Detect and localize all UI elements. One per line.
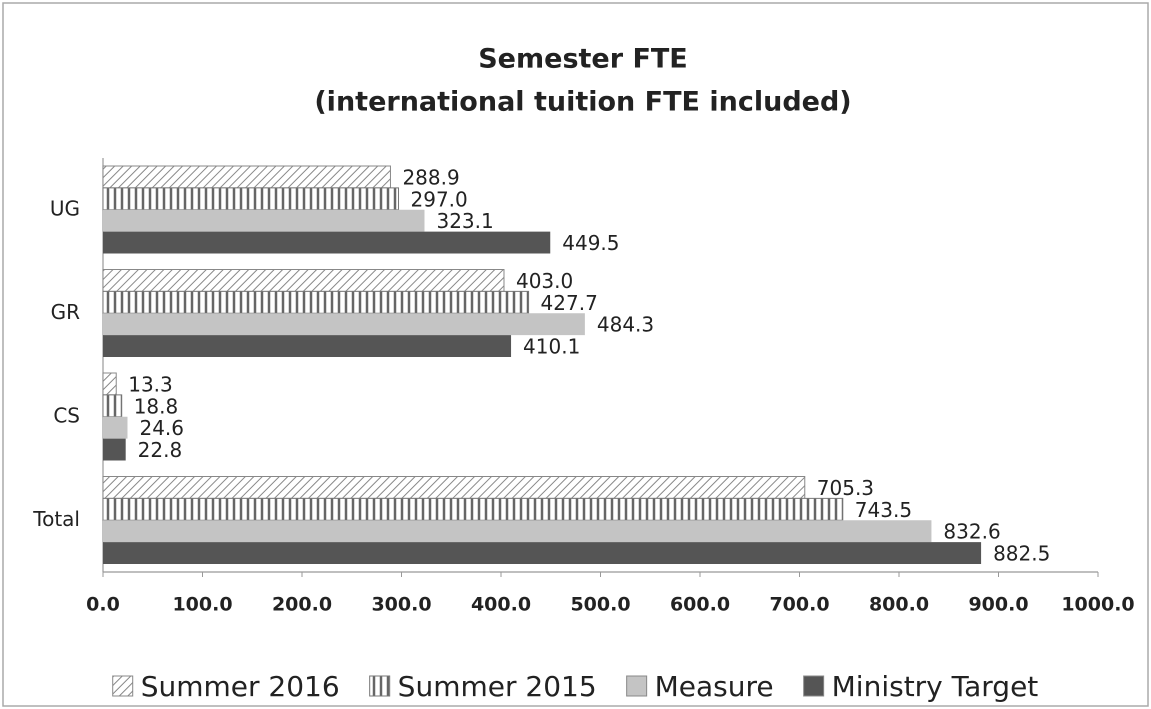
data-label: 297.0: [411, 187, 468, 211]
x-tick-label: 300.0: [371, 594, 431, 616]
data-label: 13.3: [128, 372, 173, 396]
x-tick-label: 0.0: [86, 594, 120, 616]
data-label: 882.5: [993, 542, 1050, 566]
data-label: 323.1: [436, 209, 493, 233]
data-label: 484.3: [597, 313, 654, 337]
x-tick-label: 800.0: [869, 594, 929, 616]
data-label: 24.6: [139, 416, 184, 440]
data-label: 832.6: [943, 520, 1000, 544]
y-tick-label: CS: [53, 403, 80, 427]
bar: [102, 269, 505, 292]
data-label: 410.1: [523, 335, 580, 359]
bar: [102, 497, 844, 521]
bar: [103, 416, 128, 439]
bar: [103, 231, 551, 254]
bar: [103, 209, 425, 232]
legend-swatch: [369, 675, 391, 697]
legend-swatch: [112, 675, 134, 697]
chart-title: (international tuition FTE included): [314, 87, 851, 118]
x-tick-label: 700.0: [769, 594, 829, 616]
legend-label: Measure: [655, 670, 774, 703]
x-tick-label: 100.0: [172, 594, 232, 616]
bar: [103, 520, 932, 543]
legend-label: Ministry Target: [832, 670, 1039, 703]
legend-label: Summer 2016: [141, 670, 340, 703]
bar: [103, 335, 512, 357]
data-label: 449.5: [562, 231, 619, 255]
bar: [102, 165, 391, 189]
bar: [102, 372, 117, 396]
bar: [103, 313, 585, 336]
bar: [102, 187, 400, 211]
y-tick-label: Total: [32, 507, 80, 531]
bar: [103, 438, 126, 461]
legend-swatch: [803, 675, 825, 697]
legend-label: Summer 2015: [398, 670, 597, 703]
bar: [102, 476, 806, 499]
data-label: 18.8: [134, 394, 179, 418]
data-label: 288.9: [402, 165, 459, 189]
y-tick-label: GR: [51, 300, 80, 324]
bar: [103, 542, 982, 564]
data-label: 22.8: [138, 438, 183, 462]
data-label: 403.0: [516, 269, 573, 293]
x-tick-label: 600.0: [670, 594, 730, 616]
x-tick-label: 1000.0: [1061, 594, 1134, 616]
data-label: 427.7: [541, 291, 598, 315]
data-label: 705.3: [817, 476, 874, 500]
x-tick-label: 500.0: [570, 594, 630, 616]
x-tick-label: 900.0: [968, 594, 1028, 616]
bar: [102, 290, 530, 314]
x-tick-label: 400.0: [471, 594, 531, 616]
chart-title: Semester FTE: [478, 44, 688, 75]
legend-swatch: [626, 675, 648, 697]
data-label: 743.5: [855, 498, 912, 522]
bar: [102, 394, 123, 418]
y-tick-label: UG: [50, 196, 80, 220]
x-tick-label: 200.0: [272, 594, 332, 616]
